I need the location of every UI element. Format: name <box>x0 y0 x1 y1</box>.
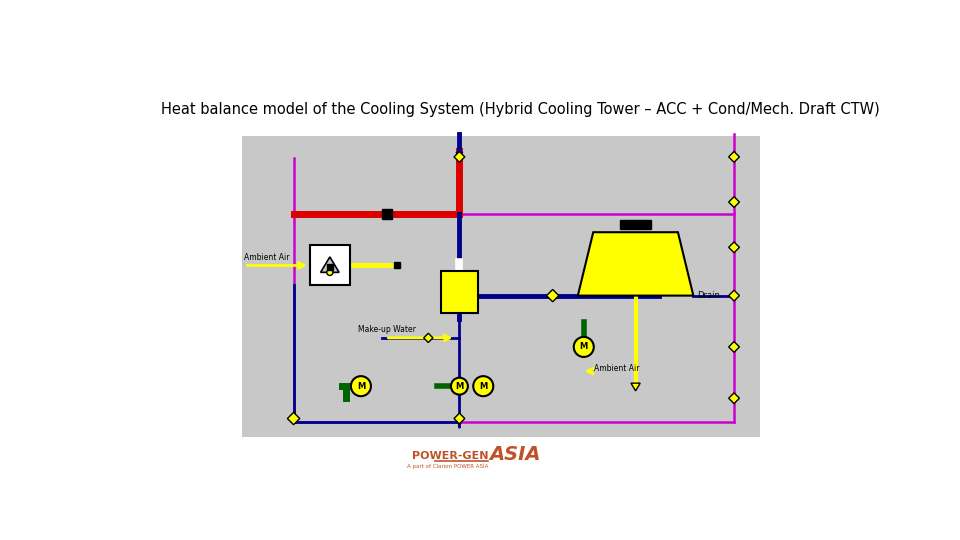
Text: ASIA: ASIA <box>490 445 541 464</box>
Bar <box>310 245 349 286</box>
Polygon shape <box>423 333 433 342</box>
Polygon shape <box>729 152 739 163</box>
Circle shape <box>326 269 333 275</box>
Polygon shape <box>287 413 300 424</box>
Polygon shape <box>729 197 739 207</box>
Bar <box>620 220 651 229</box>
Text: Ambient Air: Ambient Air <box>245 253 290 261</box>
Polygon shape <box>729 393 739 403</box>
Text: Ambient Air: Ambient Air <box>594 364 639 373</box>
Polygon shape <box>454 413 465 424</box>
Polygon shape <box>454 152 465 163</box>
Text: POWER-GEN: POWER-GEN <box>412 451 488 461</box>
Circle shape <box>351 376 371 396</box>
Text: Drain: Drain <box>697 291 720 300</box>
Polygon shape <box>546 289 559 302</box>
Text: M: M <box>357 382 365 390</box>
Polygon shape <box>729 242 739 253</box>
Text: M: M <box>479 382 488 390</box>
Circle shape <box>574 337 594 357</box>
Circle shape <box>626 221 634 228</box>
Circle shape <box>637 221 645 228</box>
Bar <box>441 271 478 313</box>
Text: Make-up Water: Make-up Water <box>358 325 416 334</box>
Polygon shape <box>729 290 739 301</box>
Text: A part of Clarion POWER ASIA: A part of Clarion POWER ASIA <box>407 464 488 469</box>
Polygon shape <box>578 232 693 295</box>
Bar <box>242 136 760 437</box>
Circle shape <box>451 377 468 395</box>
Text: M: M <box>580 342 588 352</box>
Polygon shape <box>631 383 640 391</box>
Polygon shape <box>729 341 739 352</box>
Text: Heat balance model of the Cooling System (Hybrid Cooling Tower – ACC + Cond/Mech: Heat balance model of the Cooling System… <box>161 102 879 117</box>
Circle shape <box>473 376 493 396</box>
Polygon shape <box>321 257 339 272</box>
Text: M: M <box>455 382 464 390</box>
